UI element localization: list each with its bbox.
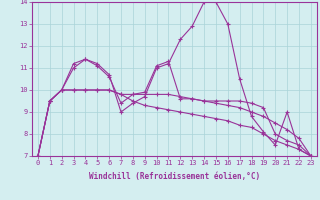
X-axis label: Windchill (Refroidissement éolien,°C): Windchill (Refroidissement éolien,°C) <box>89 172 260 181</box>
